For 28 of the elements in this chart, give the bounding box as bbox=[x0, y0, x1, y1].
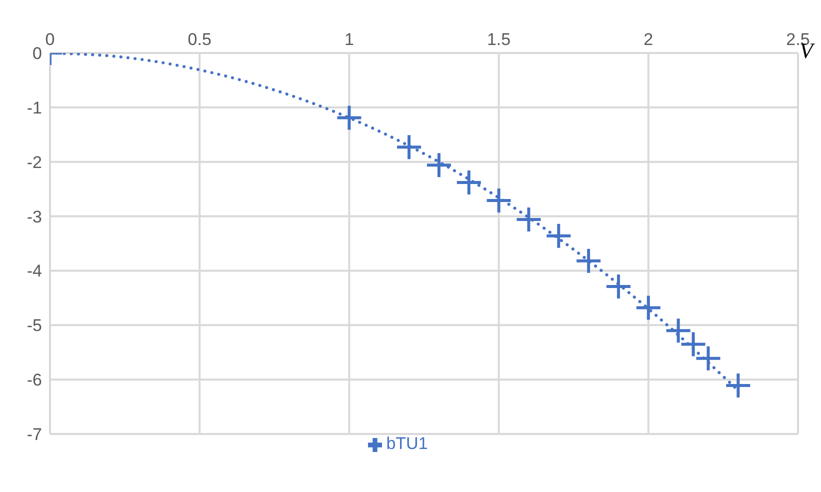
x-tick-label: 2 bbox=[644, 30, 654, 49]
y-tick-label: -4 bbox=[26, 262, 42, 281]
x-tick-label: 0 bbox=[45, 30, 55, 49]
point bbox=[666, 318, 690, 343]
point bbox=[337, 106, 362, 130]
x-tick-label: 1.5 bbox=[486, 30, 511, 49]
point bbox=[636, 296, 660, 320]
point bbox=[681, 332, 706, 356]
y-tick-label: -2 bbox=[26, 152, 42, 172]
point bbox=[546, 224, 571, 248]
y-tick-label: -6 bbox=[26, 370, 42, 390]
point bbox=[426, 153, 451, 178]
point bbox=[516, 208, 541, 232]
point bbox=[606, 274, 630, 298]
point bbox=[726, 374, 750, 398]
x-tick-label: 1 bbox=[344, 30, 354, 49]
x-tick-label: 0.5 bbox=[188, 30, 212, 49]
y-tick-label: -5 bbox=[26, 316, 42, 336]
y-tick-label: 0 bbox=[32, 44, 42, 64]
point bbox=[486, 188, 511, 212]
y-tick-label: -7 bbox=[26, 425, 42, 444]
point bbox=[456, 170, 481, 195]
point bbox=[576, 248, 601, 273]
y-tick-label: -1 bbox=[26, 98, 42, 118]
point bbox=[397, 135, 422, 160]
y-tick-label: -3 bbox=[26, 207, 42, 226]
legend-label: bTU1 bbox=[386, 434, 428, 453]
point bbox=[696, 346, 720, 370]
